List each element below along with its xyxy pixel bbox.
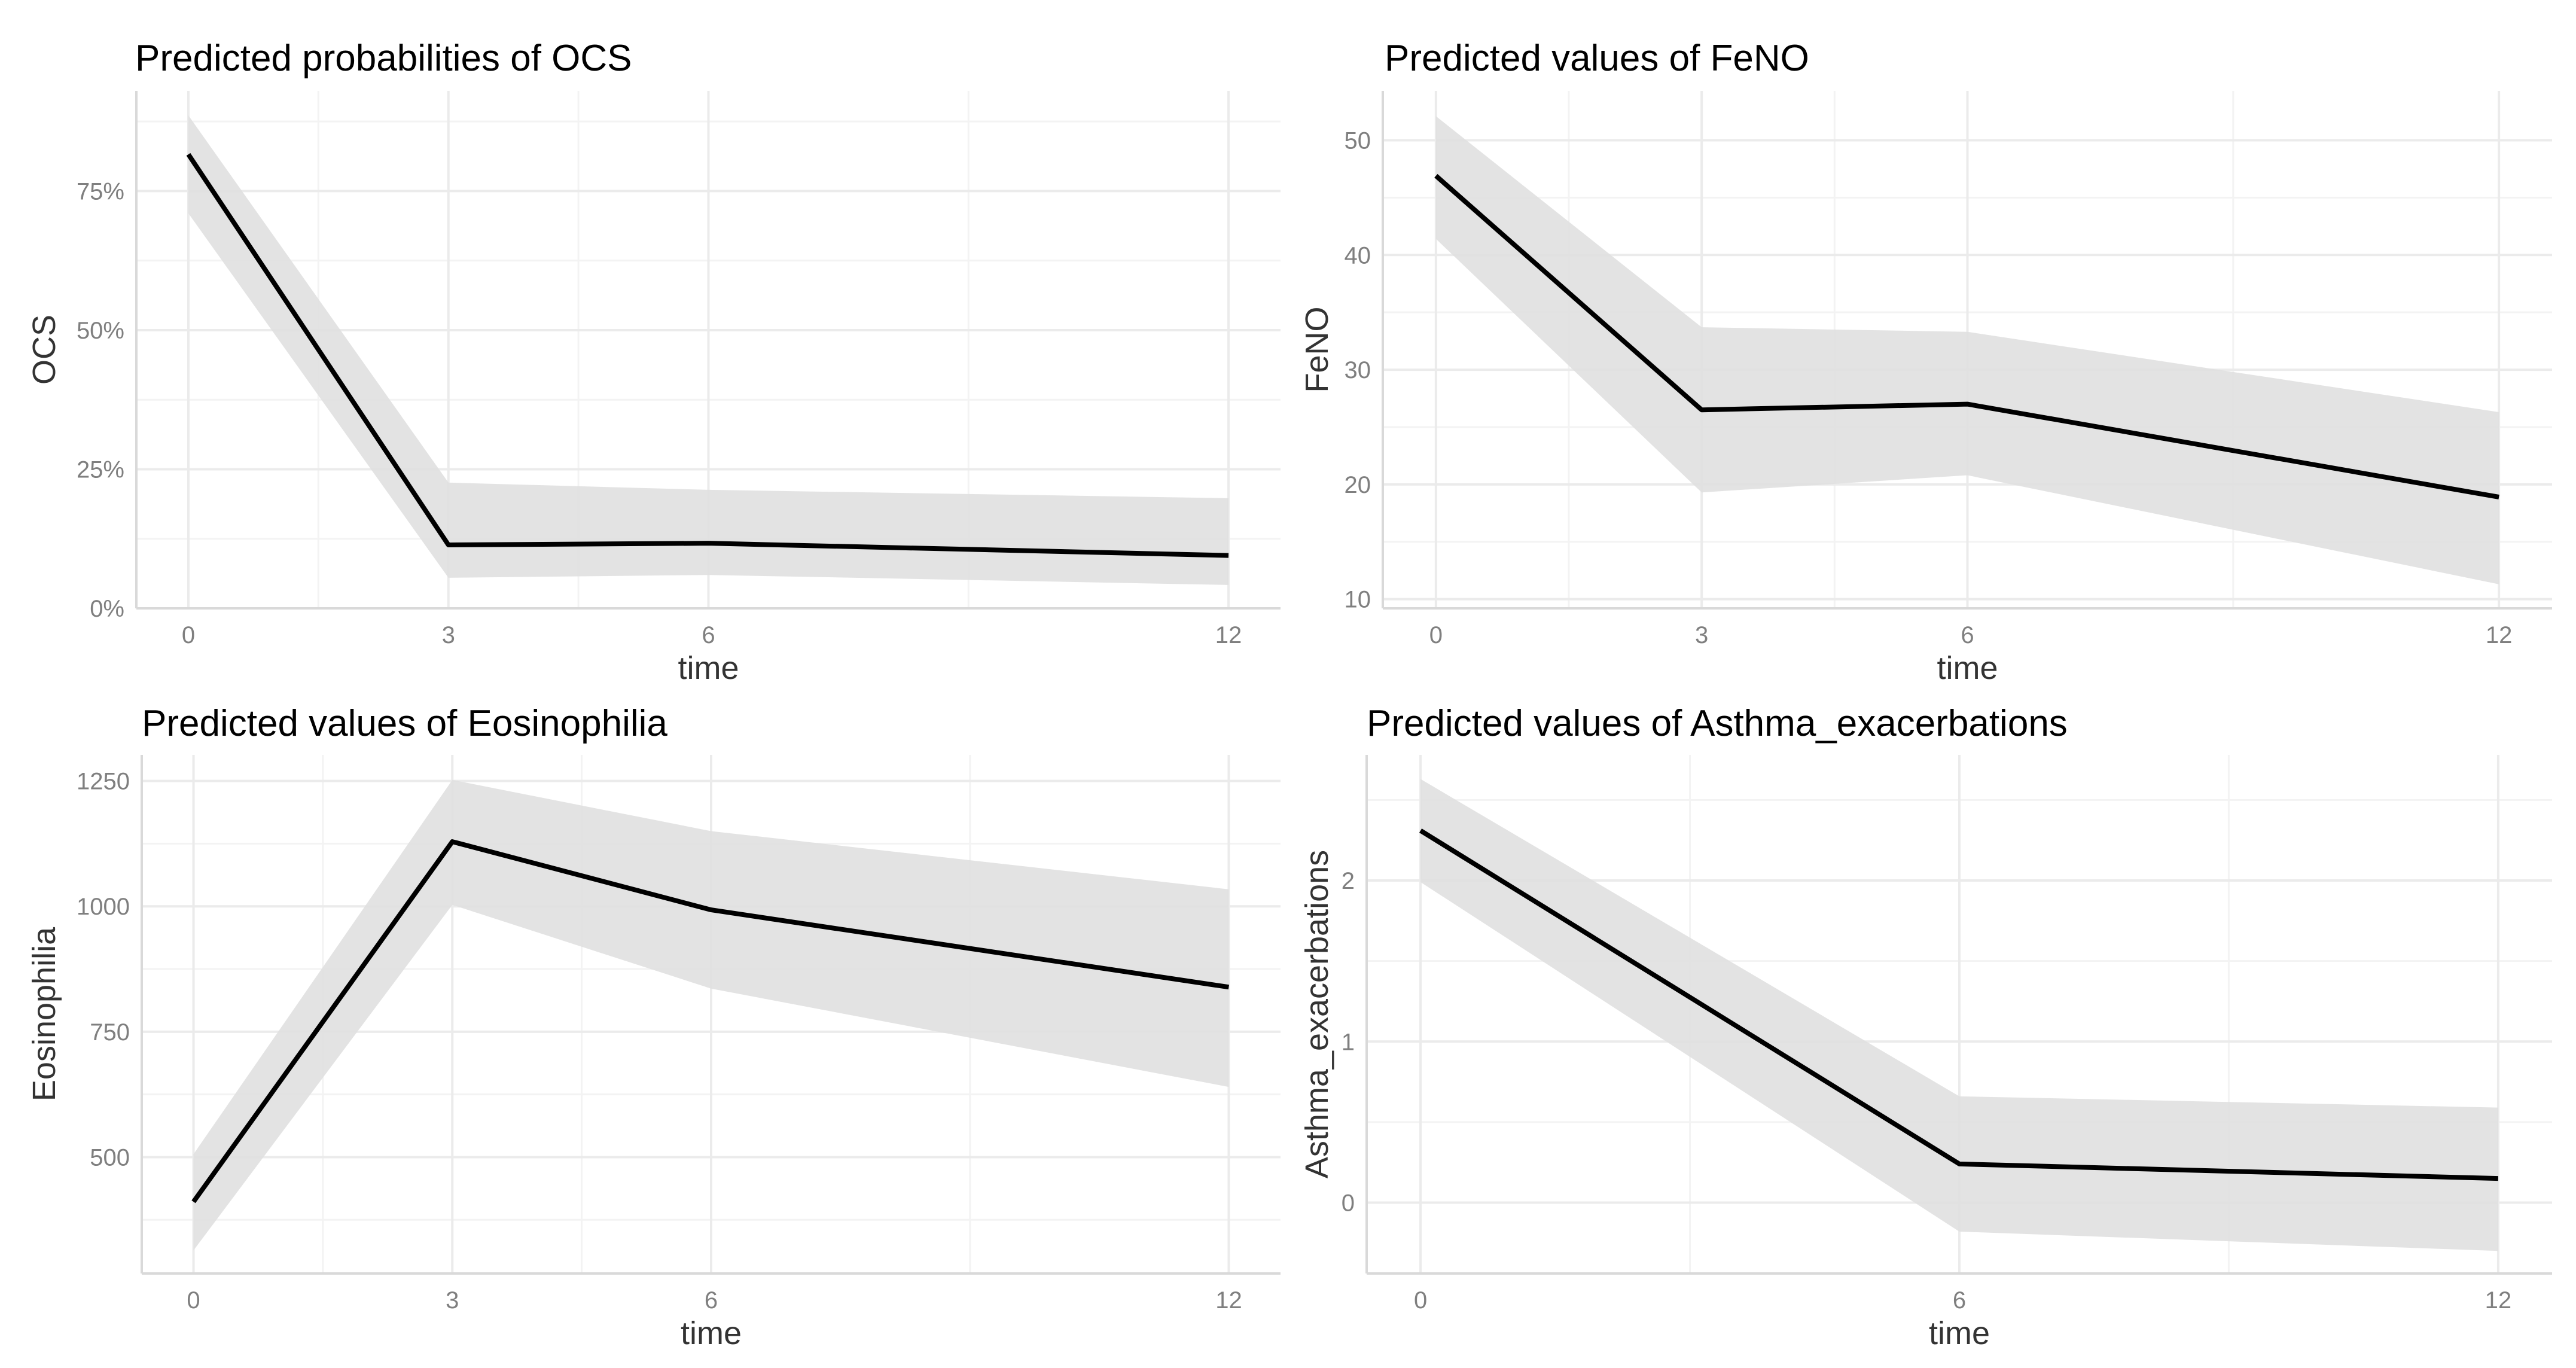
x-tick-label: 3 [442,622,455,648]
y-tick-label: 1000 [77,894,130,920]
x-tick-label: 0 [1414,1287,1427,1314]
prediction-line [186,153,1229,558]
chart-title: Predicted values of FeNO [1385,38,1809,79]
y-tick-label: 0% [90,596,124,622]
y-tick-label: 40 [1345,242,1371,269]
prediction-line [1434,173,2499,499]
x-tick-label: 12 [2485,1287,2512,1314]
x-axis-title: time [1929,1315,1990,1351]
x-tick-label: 0 [1429,622,1443,648]
y-axis-title: OCS [26,315,62,385]
x-axis-title: time [681,1315,742,1351]
y-tick-label: 75% [77,178,124,205]
y-axis-title: Asthma_exacerbations [1299,850,1335,1178]
x-tick-label: 3 [446,1287,459,1314]
x-tick-label: 6 [702,622,715,648]
x-tick-label: 6 [705,1287,718,1314]
chart-title: Predicted values of Eosinophilia [142,703,667,744]
y-tick-label: 2 [1342,868,1355,894]
confidence-ribbon [1420,779,2498,1251]
y-tick-label: 750 [90,1019,130,1046]
confidence-ribbon [193,779,1229,1251]
x-axis-title: time [678,650,739,686]
y-tick-label: 20 [1345,472,1371,498]
x-tick-label: 12 [2486,622,2513,648]
confidence-ribbon [1435,116,2499,584]
y-tick-label: 10 [1345,587,1371,613]
x-tick-label: 0 [187,1287,200,1314]
y-tick-label: 50 [1345,127,1371,154]
chart-panel-2: 0 3 6 12 10 20 30 40 50 Predicted values of FeNO t… [1299,38,2552,686]
prediction-line [191,839,1230,1204]
x-tick-label: 6 [1961,622,1974,648]
x-tick-label: 3 [1695,622,1708,648]
y-tick-label: 25% [77,456,124,483]
y-axis-title: FeNO [1299,306,1335,392]
y-tick-label: 30 [1345,357,1371,383]
x-axis-title: time [1937,650,1998,686]
chart-title: Predicted values of Asthma_exacerbations [1367,703,2068,744]
y-tick-label: 0 [1342,1190,1355,1217]
chart-panel-1: 0 3 6 12 0% 25% 50% 75% Predicted probabilities … [26,38,1281,686]
y-tick-label: 50% [77,318,124,344]
chart-title: Predicted probabilities of OCS [135,38,632,79]
y-tick-label: 500 [90,1144,130,1171]
x-tick-label: 0 [182,622,195,648]
x-tick-label: 6 [1953,1287,1966,1314]
x-tick-label: 12 [1215,622,1242,648]
chart-panel-3: 0 3 6 12 500 750 1000 1250 Predicted values of E… [26,703,1281,1351]
y-tick-label: 1 [1342,1029,1355,1055]
y-axis-title: Eosinophilia [26,927,62,1101]
confidence-ribbon [188,115,1229,585]
y-tick-label: 1250 [77,769,130,795]
x-tick-label: 12 [1215,1287,1242,1314]
